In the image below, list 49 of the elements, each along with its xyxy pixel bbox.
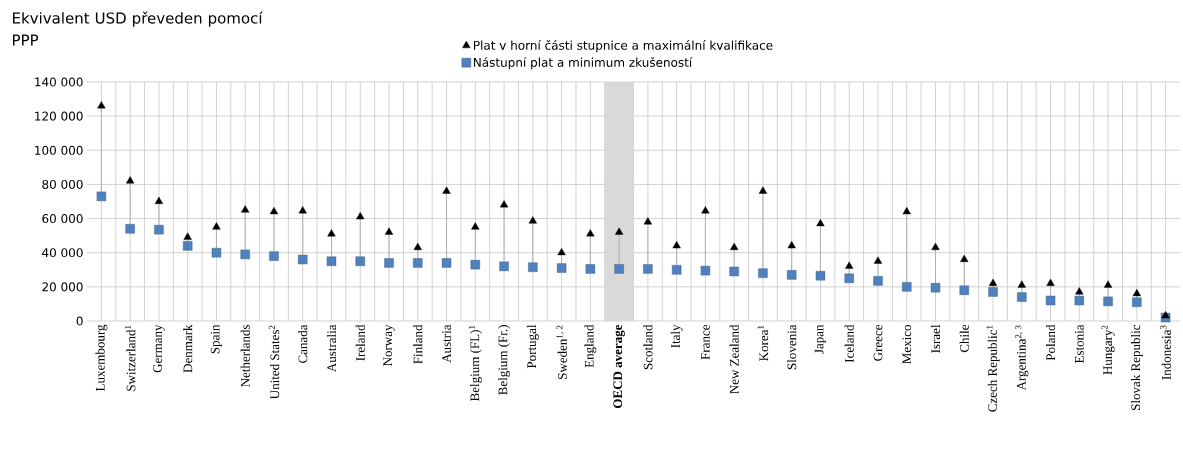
x-tick-label: Korea$^{1}$ <box>757 325 769 361</box>
y-tick-label: 80 000 <box>42 179 83 189</box>
x-tick-label: France <box>701 324 710 360</box>
x-tick-label: Mexico <box>902 325 912 364</box>
x-tick-label: Japan <box>814 324 827 354</box>
x-tick-label: Italy <box>670 324 683 348</box>
x-tick-label: Austria <box>442 324 451 363</box>
y-tick-label: 40 000 <box>42 248 83 258</box>
x-tick-label: Greece <box>873 324 883 361</box>
y-tick-label: 120 000 <box>35 111 83 121</box>
x-tick-label: Argentina$^{2, 3}$ <box>1015 325 1029 391</box>
x-tick-label: Belgium (FL)$^{1}$ <box>468 325 482 402</box>
x-tick-label: Poland <box>1045 324 1056 361</box>
y-tick-label: 100 000 <box>35 145 83 155</box>
y-axis-title: Ekvivalent USD převeden pomocí PPP <box>13 11 263 46</box>
x-tick-label: OECD average <box>613 324 625 409</box>
x-tick-label: Luxembourg <box>95 324 108 392</box>
x-tick-label: Scotland <box>643 324 653 370</box>
legend-label: Plat v horní části stupnice a maximální kvalifikace <box>474 40 773 53</box>
x-tick-label: Portugal <box>526 324 539 369</box>
x-tick-label: Germany <box>153 324 165 373</box>
x-tick-label: Czech Republic$^{1}$ <box>986 325 1000 412</box>
y-tick-label: 20 000 <box>42 282 83 292</box>
x-tick-label: Iceland <box>844 324 854 363</box>
x-tick-label: Belgium (Fr.) <box>498 325 510 395</box>
x-tick-label: Ireland <box>355 324 365 361</box>
x-tick-label: Hungary$^{2}$ <box>1101 325 1115 375</box>
x-tick-label: Canada <box>298 324 308 363</box>
x-tick-label: Indonesia$^{3}$ <box>1160 325 1171 380</box>
x-tick-label: Switzerland$^{1}$ <box>124 325 136 391</box>
x-tick-label: Australia <box>326 324 337 373</box>
x-tick-label: Slovenia <box>787 324 797 370</box>
x-tick-label: Sweden$^{1, 2}$ <box>556 325 567 379</box>
x-tick-label: Denmark <box>183 324 193 373</box>
x-tick-label: Finland <box>413 324 423 364</box>
x-tick-label: Estonia <box>1074 324 1084 364</box>
y-tick-label: 0 <box>76 316 83 326</box>
x-tick-label: Israel <box>930 324 941 353</box>
x-tick-label: Norway <box>383 324 395 367</box>
y-tick-label: 60 000 <box>42 214 83 224</box>
x-tick-label: Slovak Republic <box>1130 324 1143 410</box>
x-tick-label: Spain <box>210 324 223 354</box>
x-tick-label: New Zealand <box>729 324 739 394</box>
x-tick-label: United States$^{2}$ <box>268 325 280 399</box>
x-tick-label: England <box>584 324 597 368</box>
y-tick-label: 140 000 <box>35 77 83 87</box>
legend-label: Nástupní plat a minimum zkušeností <box>474 57 693 70</box>
x-tick-label: Chile <box>959 324 969 353</box>
x-tick-label: Netherlands <box>240 324 250 387</box>
